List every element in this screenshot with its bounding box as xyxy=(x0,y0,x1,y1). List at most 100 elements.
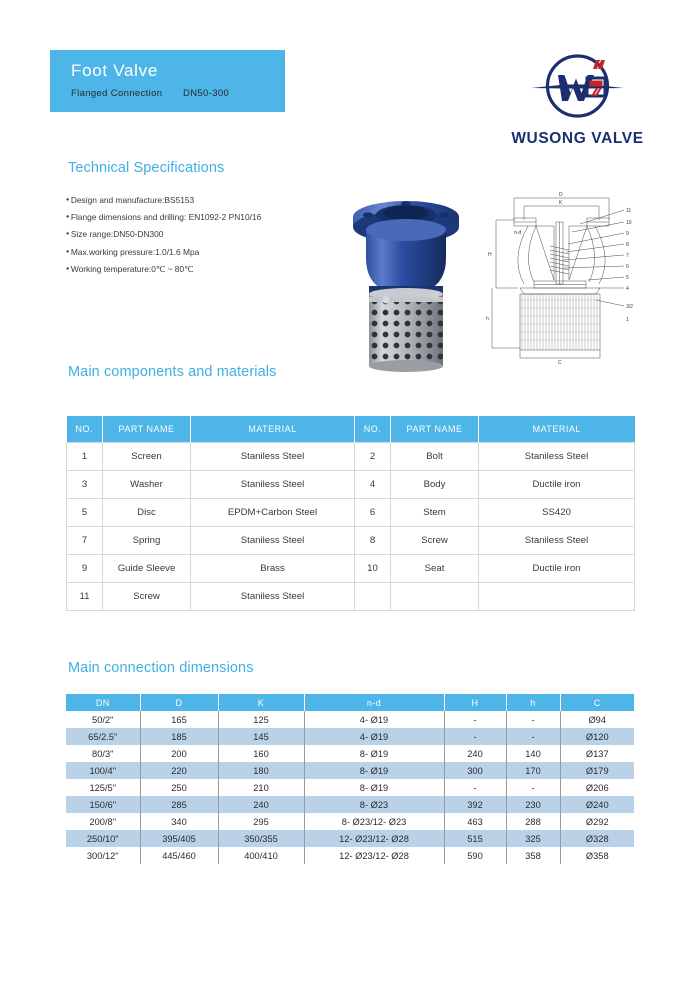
table-cell: 230 xyxy=(506,796,561,813)
svg-text:9: 9 xyxy=(626,231,629,237)
table-cell: Staniless Steel xyxy=(190,526,355,555)
table-cell: 125 xyxy=(218,711,305,728)
table-cell: 10 xyxy=(354,554,391,583)
table-cell: Staniless Steel xyxy=(190,470,355,499)
table-cell: 6 xyxy=(354,498,391,527)
svg-text:K: K xyxy=(559,200,563,206)
table-cell: EPDM+Carbon Steel xyxy=(190,498,355,527)
company-name: WUSONG VALVE xyxy=(511,130,644,147)
table-row: 50/2" 165 125 4- Ø19- - Ø94 xyxy=(66,711,634,728)
table-cell: Ø358 xyxy=(585,850,609,861)
column-header: C xyxy=(560,694,634,711)
specification-item: Design and manufacture:BS5153 xyxy=(66,192,341,209)
table-cell: Guide Sleeve xyxy=(102,554,191,583)
table-cell: - xyxy=(506,779,561,796)
svg-text:h: h xyxy=(486,316,489,322)
product-header-banner: Foot Valve Flanged Connection DN50-300 xyxy=(50,50,285,112)
table-row: 65/2.5" 185 145 4- Ø19- - Ø120 xyxy=(66,728,634,745)
table-cell: 8- Ø19 xyxy=(304,762,445,779)
foot-valve-cross-section-drawing: 11 10 9 8 7 6 5 4 3/2 1 DK Hh Cn-d xyxy=(486,192,633,366)
table-row: 200/8" 340 295 8- Ø23/12- Ø23 463 288 Ø292 xyxy=(66,813,634,830)
table-cell: Staniless Steel xyxy=(478,442,635,471)
connection-type-label: Flanged Connection xyxy=(71,88,163,99)
table-row: 150/6" 285 240 8- Ø23 392 230 Ø240 xyxy=(66,796,634,813)
table-cell: Ø179 xyxy=(560,762,634,779)
table-cell: - xyxy=(444,711,507,728)
svg-text:7: 7 xyxy=(626,253,629,259)
table-cell: 1 xyxy=(66,442,103,471)
table-row: 125/5" 250 210 8- Ø19- - Ø206 xyxy=(66,779,634,796)
table-cell: 250 xyxy=(140,779,219,796)
table-cell: Ø94 xyxy=(588,714,607,725)
table-cell: 12- Ø23/12- Ø28 xyxy=(304,830,445,847)
table-cell: SS420 xyxy=(478,498,635,527)
table-cell: 210 xyxy=(218,779,305,796)
table-cell: Disc xyxy=(102,498,191,527)
svg-text:5: 5 xyxy=(626,275,629,281)
table-row: 11 Screw Staniless Steel xyxy=(66,582,635,611)
svg-text:D: D xyxy=(559,192,563,198)
svg-text:H: H xyxy=(488,252,492,258)
table-cell: Seat xyxy=(390,554,479,583)
table-cell: 65/2.5" xyxy=(66,728,141,745)
column-header: MATERIAL xyxy=(190,416,355,443)
heading-main-dimensions: Main connection dimensions xyxy=(68,660,254,676)
table-cell: 160 xyxy=(218,745,305,762)
column-header: DN xyxy=(66,694,141,711)
svg-text:6: 6 xyxy=(626,264,629,270)
table-cell: Screw xyxy=(102,582,191,611)
table-cell: Washer xyxy=(102,470,191,499)
table-cell: Spring xyxy=(102,526,191,555)
svg-text:4: 4 xyxy=(626,286,629,292)
table-cell: 250/10" xyxy=(66,830,141,847)
table-cell: 445/460 xyxy=(140,847,219,864)
table-cell: 50/2" xyxy=(66,711,141,728)
table-cell: Ø328 xyxy=(560,830,634,847)
table-cell: 325 xyxy=(506,830,561,847)
table-cell: 295 xyxy=(218,813,305,830)
table-row: 5 Disc EPDM+Carbon Steel 6 Stem SS420 xyxy=(66,498,635,527)
table-cell: Body xyxy=(390,470,479,499)
svg-text:n-d: n-d xyxy=(514,230,521,236)
table-cell: 340 xyxy=(140,813,219,830)
size-range-label: DN50-300 xyxy=(183,88,230,99)
table-row: 100/4" 220 180 8- Ø19 300 170 Ø179 xyxy=(66,762,634,779)
table-cell: - xyxy=(506,711,561,728)
foot-valve-product-photo xyxy=(353,201,459,372)
table-cell: 2 xyxy=(354,442,391,471)
table-cell: Screen xyxy=(102,442,191,471)
table-cell: Ductile iron xyxy=(478,554,635,583)
table-cell: Ø240 xyxy=(560,796,634,813)
table-cell: 185 xyxy=(140,728,219,745)
table-cell xyxy=(390,582,479,611)
column-header: H xyxy=(444,694,507,711)
table-cell: 4 xyxy=(354,470,391,499)
table-cell: Ø137 xyxy=(585,748,609,759)
table-cell: 392 xyxy=(444,796,507,813)
table-cell: 200 xyxy=(140,745,219,762)
table-cell: Staniless Steel xyxy=(190,582,355,611)
table-cell: 285 xyxy=(140,796,219,813)
table-cell: Bolt xyxy=(390,442,479,471)
column-header: D xyxy=(140,694,219,711)
table-cell: - xyxy=(444,728,507,745)
specification-item: Size range:DN50-DN300 xyxy=(66,226,341,243)
table-cell: 350/355 xyxy=(218,830,305,847)
table-cell: 240 xyxy=(444,745,507,762)
table-cell: 145 xyxy=(218,728,305,745)
column-header: PART NAME xyxy=(102,416,191,443)
table-row: 7 Spring Staniless Steel 8 Screw Staniless St… xyxy=(66,526,635,555)
table-cell: Stem xyxy=(390,498,479,527)
table-cell: 5 xyxy=(66,498,103,527)
table-cell: Ø206 xyxy=(585,782,609,793)
table-cell: 165 xyxy=(140,711,219,728)
table-row: 80/3" 200 160 8- Ø19 240 140 Ø137 xyxy=(66,745,634,762)
column-header: h xyxy=(506,694,561,711)
table-cell: 80/3" xyxy=(66,745,141,762)
svg-text:1: 1 xyxy=(626,317,629,323)
table-row: 9 Guide Sleeve Brass 10 Seat Ductile iron xyxy=(66,554,635,583)
table-cell: - xyxy=(506,728,561,745)
dimensions-body: 50/2" 165 125 4- Ø19- - Ø94 65/2.5" 185 145 4- Ø1… xyxy=(66,711,634,864)
table-cell: 11 xyxy=(66,582,103,611)
